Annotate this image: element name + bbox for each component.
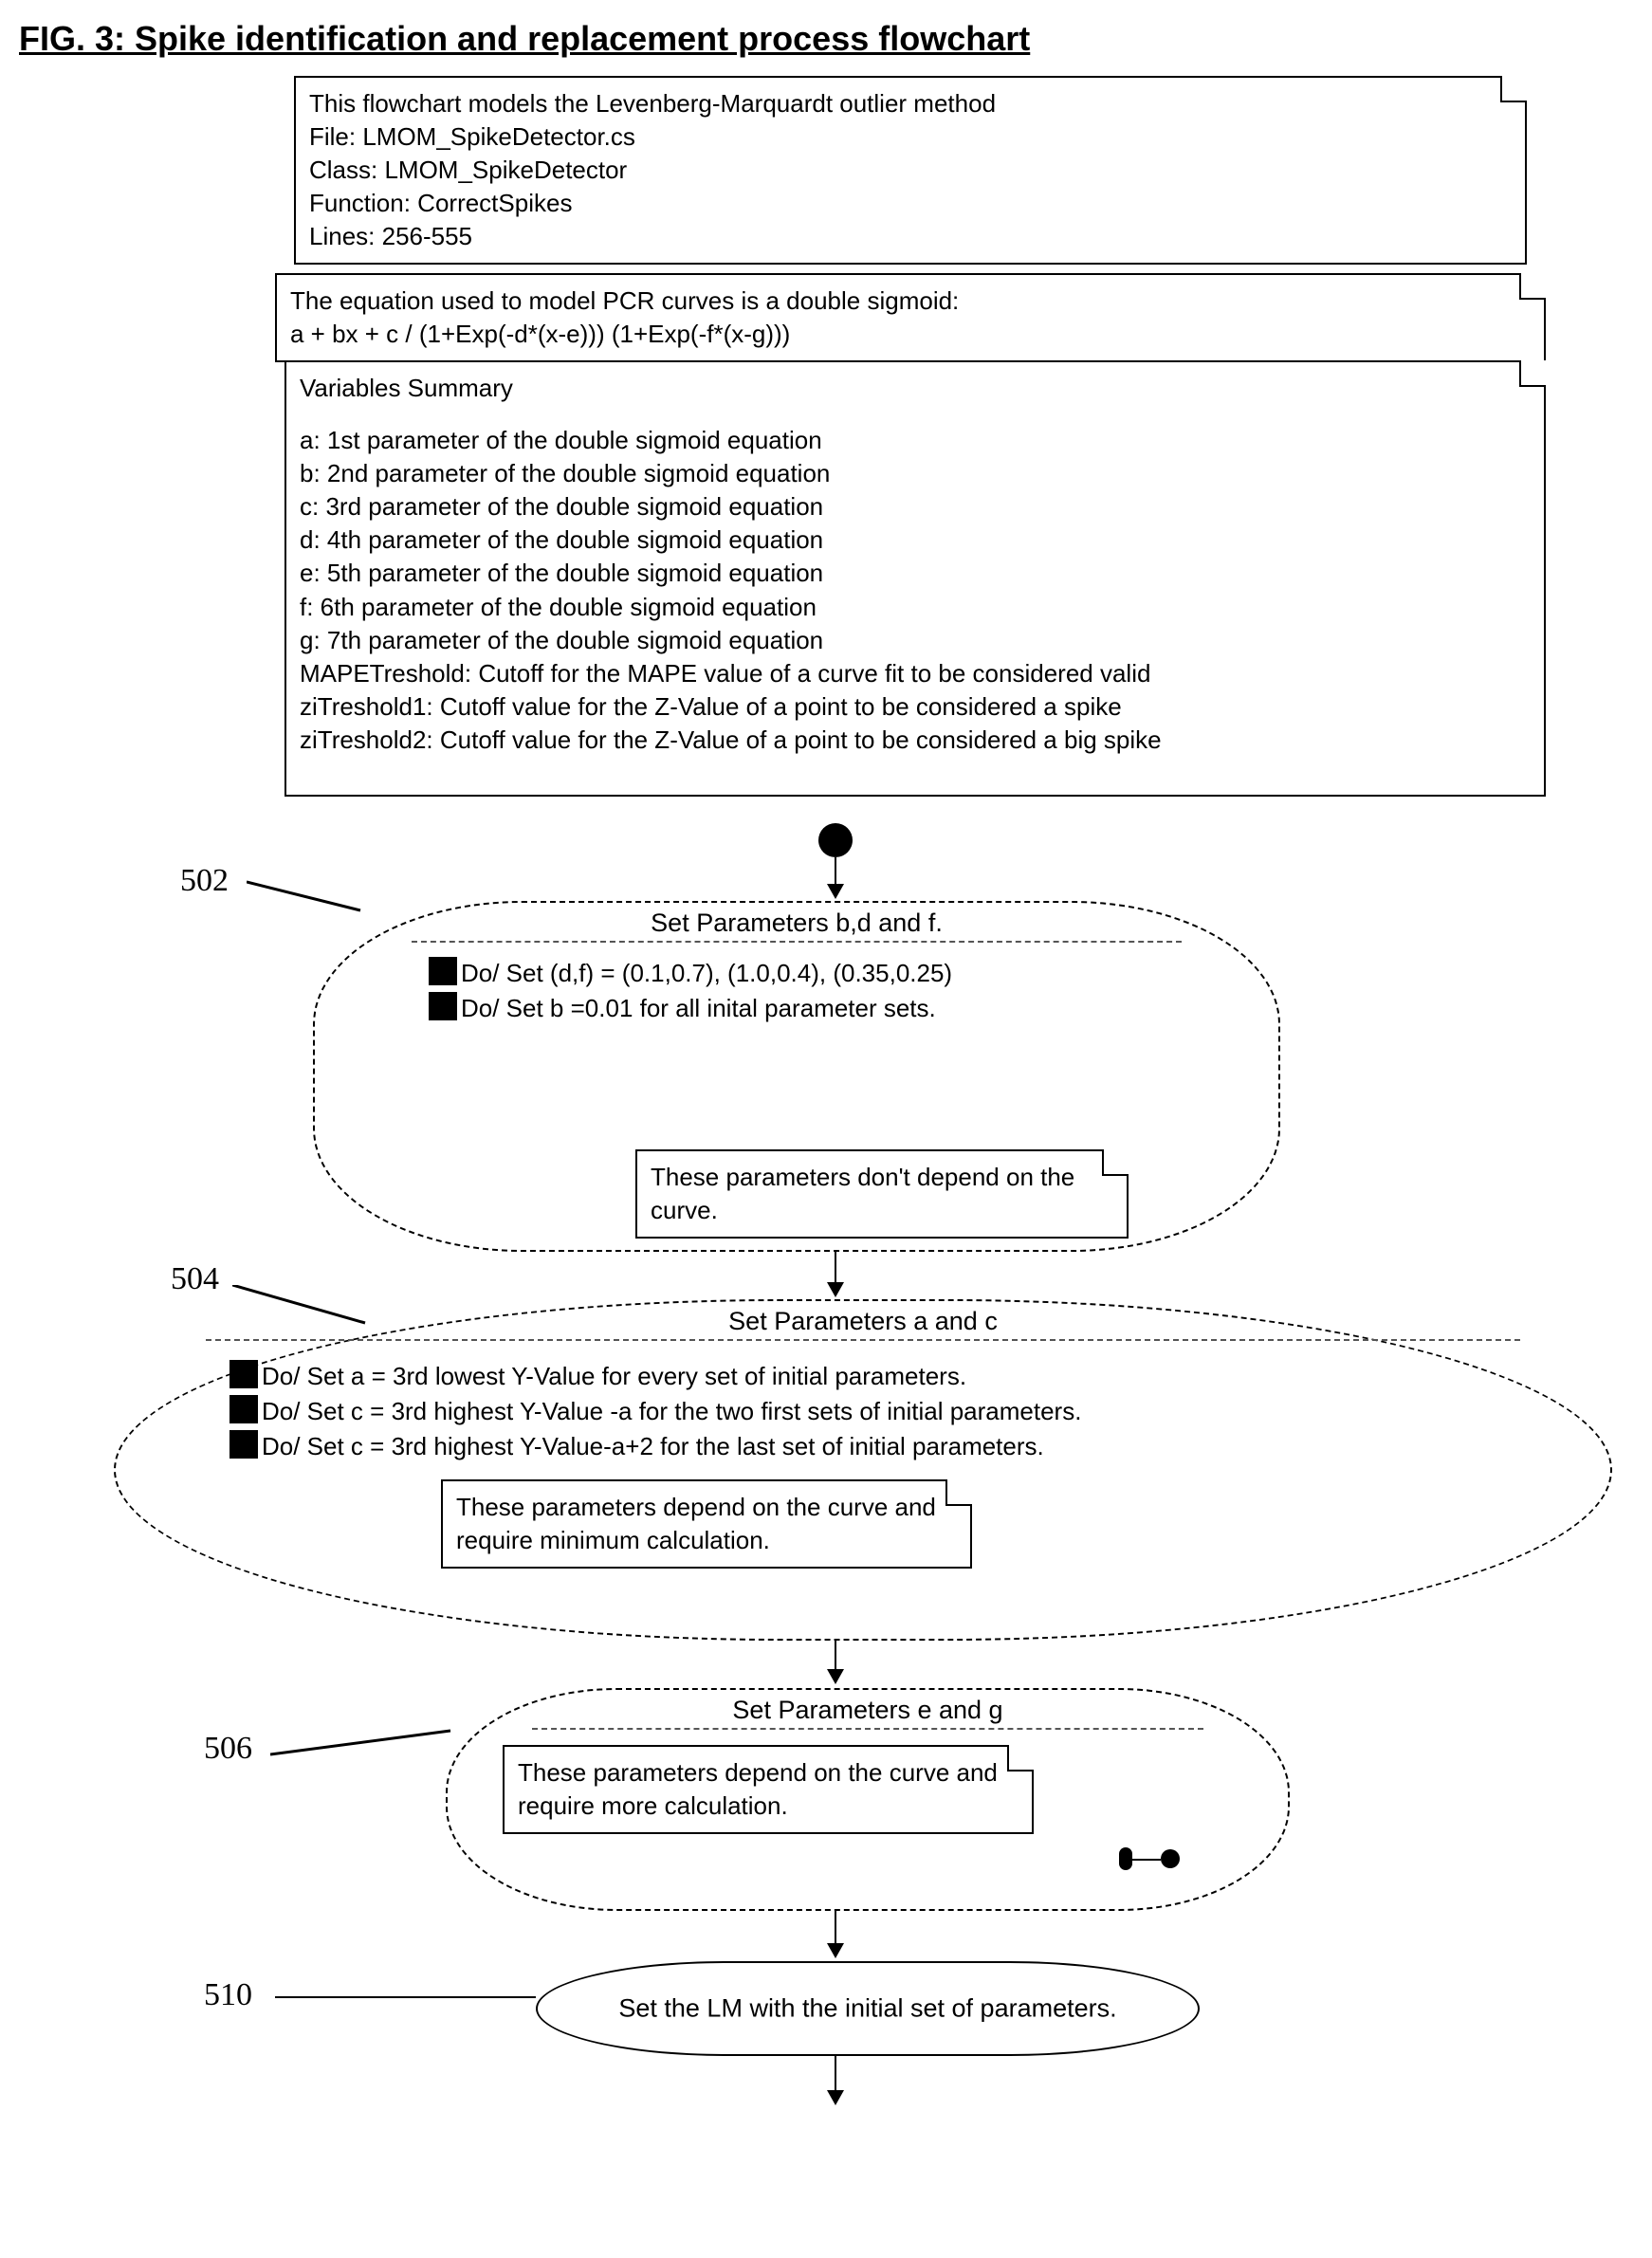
ref-506: 506 bbox=[204, 1731, 252, 1767]
state-502-note: These parameters don't depend on the cur… bbox=[635, 1149, 1129, 1239]
var-z1: ziTreshold1: Cutoff value for the Z-Valu… bbox=[300, 690, 1531, 724]
arrow-506-to-510 bbox=[835, 1911, 836, 1956]
state-504-do1: Do/ Set a = 3rd lowest Y-Value for every… bbox=[229, 1360, 1515, 1393]
ref-502-connector bbox=[247, 877, 417, 915]
state-502-divider bbox=[412, 941, 1183, 943]
bullet-icon bbox=[229, 1395, 258, 1423]
state-504-note-text: These parameters depend on the curve and… bbox=[456, 1493, 936, 1554]
ref-510: 510 bbox=[204, 1977, 252, 2013]
header-line1: This flowchart models the Levenberg-Marq… bbox=[309, 87, 1512, 120]
start-node-icon bbox=[818, 823, 853, 857]
sub-state-dot-icon bbox=[1161, 1849, 1180, 1868]
variables-note: Variables Summary a: 1st parameter of th… bbox=[285, 360, 1546, 797]
var-b: b: 2nd parameter of the double sigmoid e… bbox=[300, 457, 1531, 490]
state-504-do2: Do/ Set c = 3rd highest Y-Value -a for t… bbox=[229, 1395, 1515, 1428]
arrow-510-down bbox=[835, 2056, 836, 2103]
var-g: g: 7th parameter of the double sigmoid e… bbox=[300, 624, 1531, 657]
bullet-icon bbox=[229, 1430, 258, 1459]
equation-note: The equation used to model PCR curves is… bbox=[275, 273, 1546, 362]
var-d: d: 4th parameter of the double sigmoid e… bbox=[300, 523, 1531, 557]
state-504-note: These parameters depend on the curve and… bbox=[441, 1479, 972, 1569]
sub-state-connector bbox=[1132, 1859, 1161, 1861]
var-z2: ziTreshold2: Cutoff value for the Z-Valu… bbox=[300, 724, 1531, 757]
var-e: e: 5th parameter of the double sigmoid e… bbox=[300, 557, 1531, 590]
bullet-icon bbox=[229, 1360, 258, 1388]
header-line2: File: LMOM_SpikeDetector.cs bbox=[309, 120, 1512, 154]
header-note: This flowchart models the Levenberg-Marq… bbox=[294, 76, 1527, 265]
header-line3: Class: LMOM_SpikeDetector bbox=[309, 154, 1512, 187]
state-504-do3: Do/ Set c = 3rd highest Y-Value-a+2 for … bbox=[229, 1430, 1515, 1463]
state-504-divider bbox=[206, 1339, 1521, 1341]
ref-504-connector bbox=[232, 1285, 375, 1332]
var-mape: MAPETreshold: Cutoff for the MAPE value … bbox=[300, 657, 1531, 690]
arrow-502-to-504 bbox=[835, 1252, 836, 1295]
state-502-do1: Do/ Set (d,f) = (0.1,0.7), (1.0,0.4), (0… bbox=[429, 957, 1202, 990]
equation-line1: The equation used to model PCR curves is… bbox=[290, 285, 1531, 318]
equation-line2: a + bx + c / (1+Exp(-d*(x-e))) (1+Exp(-f… bbox=[290, 318, 1531, 351]
state-510: Set the LM with the initial set of param… bbox=[536, 1961, 1200, 2056]
state-510-title: Set the LM with the initial set of param… bbox=[604, 1994, 1132, 2024]
header-line5: Lines: 256-555 bbox=[309, 220, 1512, 253]
bullet-icon bbox=[429, 957, 457, 985]
ref-504: 504 bbox=[171, 1261, 219, 1297]
state-504-title: Set Parameters a and c bbox=[721, 1307, 1005, 1336]
sub-state-pill-icon bbox=[1119, 1847, 1132, 1870]
arrow-start-to-502 bbox=[835, 857, 836, 897]
state-506-note: These parameters depend on the curve and… bbox=[503, 1745, 1034, 1834]
arrow-504-to-506 bbox=[835, 1641, 836, 1682]
flowchart-page: FIG. 3: Spike identification and replace… bbox=[19, 19, 1631, 59]
ref-502: 502 bbox=[180, 863, 229, 899]
bullet-icon bbox=[429, 992, 457, 1020]
var-a: a: 1st parameter of the double sigmoid e… bbox=[300, 424, 1531, 457]
header-line4: Function: CorrectSpikes bbox=[309, 187, 1512, 220]
state-502-do2: Do/ Set b =0.01 for all inital parameter… bbox=[429, 992, 1202, 1025]
state-504: Set Parameters a and c Do/ Set a = 3rd l… bbox=[114, 1299, 1612, 1641]
vars-title: Variables Summary bbox=[300, 372, 1531, 405]
ref-506-connector bbox=[270, 1726, 460, 1764]
var-f: f: 6th parameter of the double sigmoid e… bbox=[300, 591, 1531, 624]
ref-510-connector bbox=[275, 1996, 536, 1998]
state-506-note-text: These parameters depend on the curve and… bbox=[518, 1758, 998, 1820]
state-502-title: Set Parameters b,d and f. bbox=[643, 909, 950, 938]
figure-title: FIG. 3: Spike identification and replace… bbox=[19, 19, 1631, 59]
var-c: c: 3rd parameter of the double sigmoid e… bbox=[300, 490, 1531, 523]
state-502-note-text: These parameters don't depend on the cur… bbox=[651, 1163, 1074, 1224]
state-506-divider bbox=[532, 1728, 1204, 1730]
state-506-title: Set Parameters e and g bbox=[725, 1696, 1010, 1725]
